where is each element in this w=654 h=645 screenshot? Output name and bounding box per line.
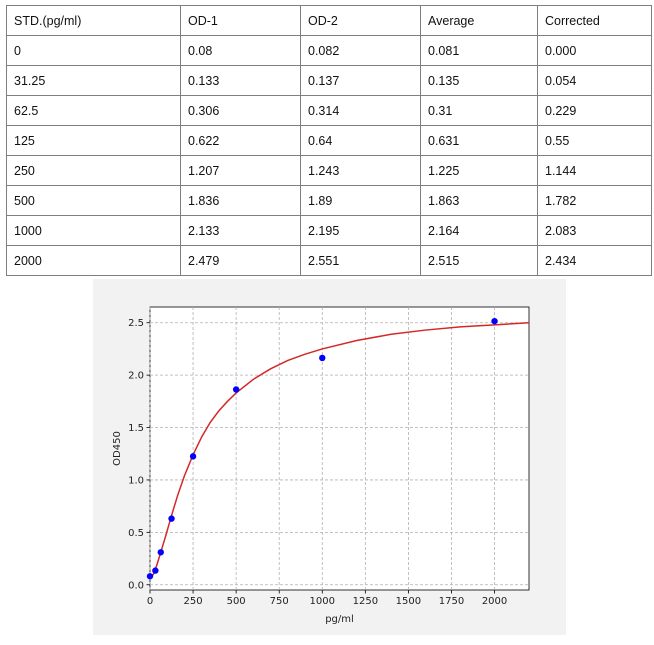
cell-std: 125 — [6, 125, 181, 156]
cell-average: 2.515 — [420, 245, 538, 276]
cell-average: 0.135 — [420, 65, 538, 96]
cell-od1: 0.133 — [180, 65, 301, 96]
cell-corrected: 0.054 — [537, 65, 652, 96]
cell-corrected: 1.782 — [537, 185, 652, 216]
cell-od1: 1.836 — [180, 185, 301, 216]
cell-average: 1.225 — [420, 155, 538, 186]
x-tick-label: 750 — [270, 596, 289, 607]
table-header: STD.(pg/ml) OD-1 OD-2 Average Corrected — [6, 5, 652, 36]
data-point — [232, 386, 240, 393]
cell-std: 31.25 — [6, 65, 181, 96]
y-tick-label: 1.0 — [128, 475, 144, 486]
data-point — [189, 453, 197, 460]
standards-table-container: STD.(pg/ml) OD-1 OD-2 Average Corrected … — [6, 5, 652, 276]
cell-od2: 2.551 — [300, 245, 421, 276]
cell-od2: 0.082 — [300, 35, 421, 66]
cell-od1: 0.08 — [180, 35, 301, 66]
cell-std: 62.5 — [6, 95, 181, 126]
header-cell-od2: OD-2 — [300, 5, 421, 36]
chart-svg: 0 250 500 750 1000 1250 1500 1750 2000 0.0 0.5 1.0… — [112, 306, 530, 625]
standards-table: STD.(pg/ml) OD-1 OD-2 Average Corrected … — [6, 5, 652, 276]
cell-od2: 0.137 — [300, 65, 421, 96]
fit-curve-line — [150, 321, 529, 579]
table-row: 62.5 0.306 0.314 0.31 0.229 — [6, 95, 652, 126]
y-axis-ticks: 0.0 0.5 1.0 1.5 2.0 2.5 — [128, 318, 150, 591]
y-tick-label: 0.5 — [128, 528, 144, 539]
cell-od2: 0.64 — [300, 125, 421, 156]
cell-std: 250 — [6, 155, 181, 186]
data-point — [319, 354, 326, 362]
y-tick-label: 0.0 — [128, 580, 144, 591]
cell-average: 0.081 — [420, 35, 538, 66]
cell-average: 1.863 — [420, 185, 538, 216]
cell-std: 2000 — [6, 245, 181, 276]
x-tick-label: 250 — [184, 596, 203, 607]
x-tick-label: 2000 — [482, 596, 507, 607]
header-cell-average: Average — [420, 5, 538, 36]
cell-od2: 2.195 — [300, 215, 421, 246]
x-tick-label: 1000 — [310, 596, 335, 607]
table-row: 125 0.622 0.64 0.631 0.55 — [6, 125, 652, 156]
x-axis-label: pg/ml — [325, 614, 354, 625]
cell-corrected: 0.55 — [537, 125, 652, 156]
data-point — [491, 317, 498, 325]
table-row: 31.25 0.133 0.137 0.135 0.054 — [6, 65, 652, 96]
table-row: 500 1.836 1.89 1.863 1.782 — [6, 185, 652, 216]
cell-od2: 1.243 — [300, 155, 421, 186]
data-points-layer — [146, 317, 498, 580]
cell-od1: 1.207 — [180, 155, 301, 186]
cell-average: 2.164 — [420, 215, 538, 246]
data-point — [146, 573, 154, 580]
y-tick-label: 2.5 — [128, 318, 144, 329]
table-row: 2000 2.479 2.551 2.515 2.434 — [6, 245, 652, 276]
cell-average: 0.631 — [420, 125, 538, 156]
data-point — [168, 515, 175, 522]
cell-od1: 0.306 — [180, 95, 301, 126]
cell-od1: 2.133 — [180, 215, 301, 246]
x-tick-label: 500 — [227, 596, 246, 607]
x-tick-label: 1750 — [439, 596, 464, 607]
fit-curve-layer — [150, 321, 529, 579]
cell-od2: 1.89 — [300, 185, 421, 216]
cell-od1: 0.622 — [180, 125, 301, 156]
cell-od1: 2.479 — [180, 245, 301, 276]
plot-area — [149, 306, 530, 591]
cell-corrected: 2.083 — [537, 215, 652, 246]
header-cell-std: STD.(pg/ml) — [6, 5, 181, 36]
y-axis-label: OD450 — [112, 431, 123, 466]
cell-std: 0 — [6, 35, 181, 66]
standard-curve-chart: 0 250 500 750 1000 1250 1500 1750 2000 0.0 0.5 1.0… — [93, 279, 566, 635]
cell-od2: 0.314 — [300, 95, 421, 126]
x-axis-ticks: 0 250 500 750 1000 1250 1500 1750 2000 — [147, 590, 507, 607]
header-cell-corrected: Corrected — [537, 5, 652, 36]
x-tick-label: 0 — [147, 596, 153, 607]
table-row: 0 0.08 0.082 0.081 0.000 — [6, 35, 652, 66]
grid-lines — [149, 307, 529, 590]
table-row: 250 1.207 1.243 1.225 1.144 — [6, 155, 652, 186]
x-tick-label: 1250 — [353, 596, 378, 607]
header-row: STD.(pg/ml) OD-1 OD-2 Average Corrected — [6, 5, 652, 36]
cell-corrected: 2.434 — [537, 245, 652, 276]
data-point — [157, 549, 164, 556]
y-tick-label: 2.0 — [128, 371, 144, 382]
y-tick-label: 1.5 — [128, 423, 144, 434]
cell-average: 0.31 — [420, 95, 538, 126]
x-tick-label: 1500 — [396, 596, 421, 607]
table-row: 1000 2.133 2.195 2.164 2.083 — [6, 215, 652, 246]
table-body: 0 0.08 0.082 0.081 0.000 31.25 0.133 0.137 0.135… — [6, 35, 652, 276]
cell-std: 500 — [6, 185, 181, 216]
cell-corrected: 0.000 — [537, 35, 652, 66]
cell-corrected: 1.144 — [537, 155, 652, 186]
header-cell-od1: OD-1 — [180, 5, 301, 36]
data-point — [152, 567, 159, 574]
cell-std: 1000 — [6, 215, 181, 246]
cell-corrected: 0.229 — [537, 95, 652, 126]
